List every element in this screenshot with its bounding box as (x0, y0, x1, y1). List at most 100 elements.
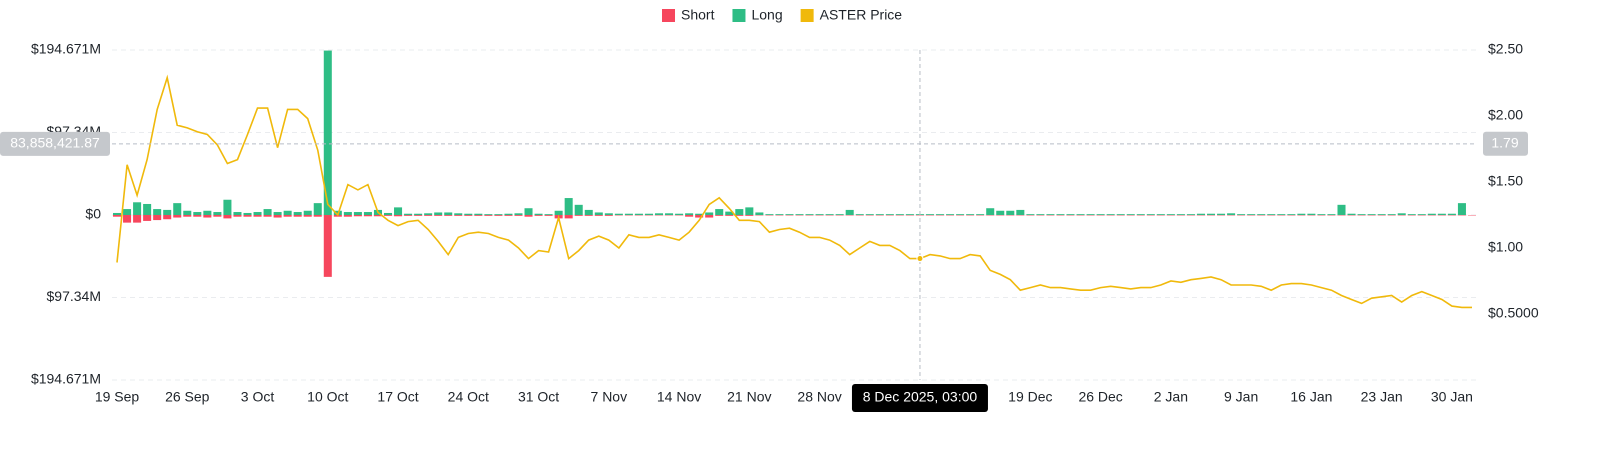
bar (293, 215, 302, 217)
bar (705, 212, 714, 215)
bar (745, 207, 754, 215)
bar (303, 210, 312, 215)
bar (584, 215, 593, 216)
bar (524, 215, 533, 217)
y-tick-label: $97.34M (47, 288, 101, 304)
bar (654, 213, 664, 215)
bar (534, 213, 543, 215)
bar (584, 209, 593, 215)
bar (715, 209, 724, 215)
bar (143, 215, 152, 221)
bar (1196, 213, 1206, 215)
bar (193, 215, 202, 217)
bar (353, 212, 362, 215)
bar (323, 215, 332, 277)
x-tick-label: 31 Oct (518, 389, 559, 405)
bar (1076, 214, 1085, 215)
bar (685, 213, 694, 215)
crosshair-dot (916, 255, 924, 263)
bar (123, 215, 132, 223)
bar (363, 215, 372, 217)
bar (273, 212, 282, 215)
legend-label: Long (751, 7, 782, 23)
bar (283, 210, 292, 215)
bar (1447, 213, 1456, 215)
bar (1307, 213, 1316, 215)
bar (825, 214, 834, 215)
bar (725, 211, 734, 215)
x-tick-label: 19 Sep (95, 389, 140, 405)
bar (705, 215, 714, 218)
x-tick-label: 30 Jan (1431, 389, 1473, 405)
bar (233, 215, 242, 217)
bar (966, 214, 975, 215)
bar (243, 212, 252, 215)
bar (925, 214, 935, 215)
y2-tick-label: $2.00 (1488, 107, 1523, 123)
bar (1116, 214, 1125, 215)
bar (444, 215, 453, 216)
bar (765, 214, 774, 215)
bar (1056, 214, 1065, 215)
bar (1257, 214, 1266, 215)
y-tick-label: $194.671M (31, 371, 101, 387)
bar (383, 215, 393, 216)
bar (1066, 214, 1075, 215)
bar (544, 214, 553, 215)
bar (805, 214, 814, 215)
bar (163, 215, 172, 220)
bar (283, 215, 292, 217)
bar (1387, 214, 1396, 215)
bar (815, 214, 824, 215)
x-tick-label: 19 Dec (1008, 389, 1052, 405)
bar (173, 203, 182, 215)
bar (1016, 209, 1025, 215)
bar (936, 214, 945, 215)
bar (1006, 210, 1015, 215)
bar (494, 215, 503, 216)
x-tick-label: 7 Nov (591, 389, 628, 405)
bar (313, 203, 322, 215)
crosshair-x-label: 8 Dec 2025, 03:00 (863, 389, 978, 405)
bar (474, 213, 483, 215)
bar (404, 213, 413, 215)
y-tick-label: $0 (85, 206, 101, 222)
bar (1267, 214, 1276, 215)
bar (173, 215, 182, 218)
bar (1036, 214, 1045, 215)
bar (233, 212, 242, 215)
bar (1176, 214, 1185, 215)
bar (785, 214, 794, 215)
bar (594, 215, 603, 216)
bar (1377, 214, 1386, 215)
y-tick-label: $194.671M (31, 41, 101, 57)
bar (113, 215, 122, 217)
bar (323, 50, 332, 216)
bar (956, 214, 965, 215)
bar (383, 212, 393, 215)
bar (343, 212, 352, 215)
bar (1136, 214, 1145, 215)
bar (1217, 213, 1226, 215)
bar (434, 215, 443, 216)
y2-tick-label: $1.00 (1488, 239, 1523, 255)
x-tick-label: 10 Oct (307, 389, 348, 405)
bar (534, 215, 543, 216)
bar (624, 213, 633, 215)
bar (644, 213, 653, 215)
bar (133, 202, 142, 215)
crosshair-y-label: 83,858,421.87 (10, 135, 100, 151)
legend-swatch (662, 9, 675, 22)
bar (1207, 213, 1216, 215)
x-tick-label: 23 Jan (1361, 389, 1403, 405)
bar (634, 213, 643, 215)
bar (855, 214, 864, 215)
bar (193, 212, 202, 215)
bar (263, 209, 272, 215)
bar (243, 215, 252, 217)
bar (675, 213, 684, 215)
bar (474, 215, 483, 216)
y2-tick-label: $2.50 (1488, 41, 1523, 57)
bar (293, 212, 302, 215)
bar (1287, 214, 1296, 215)
